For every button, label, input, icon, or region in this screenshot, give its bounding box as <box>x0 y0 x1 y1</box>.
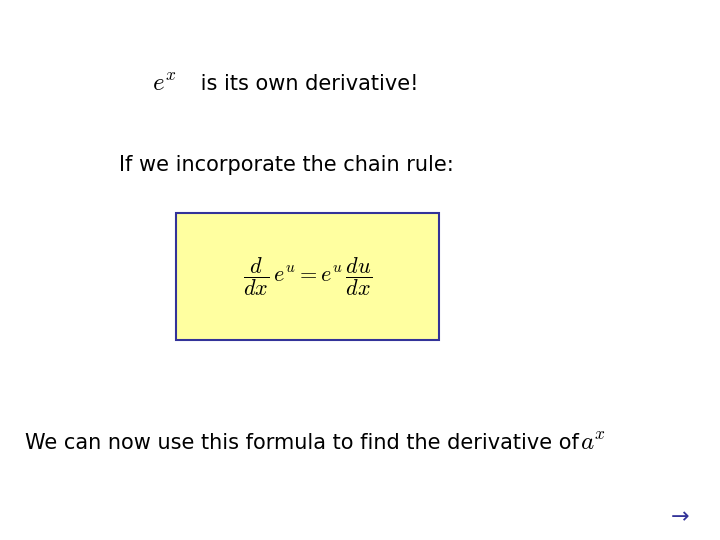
Text: $\dfrac{d}{dx}\,e^u = e^u\,\dfrac{du}{dx}$: $\dfrac{d}{dx}\,e^u = e^u\,\dfrac{du}{dx… <box>243 255 372 298</box>
Text: If we incorporate the chain rule:: If we incorporate the chain rule: <box>119 154 454 175</box>
Text: $a^x$: $a^x$ <box>580 431 606 455</box>
Text: $e^x$: $e^x$ <box>152 72 176 96</box>
FancyBboxPatch shape <box>176 213 439 340</box>
Text: We can now use this formula to find the derivative of: We can now use this formula to find the … <box>25 433 585 453</box>
Text: →: → <box>671 507 690 528</box>
Text: is its own derivative!: is its own derivative! <box>194 73 419 94</box>
